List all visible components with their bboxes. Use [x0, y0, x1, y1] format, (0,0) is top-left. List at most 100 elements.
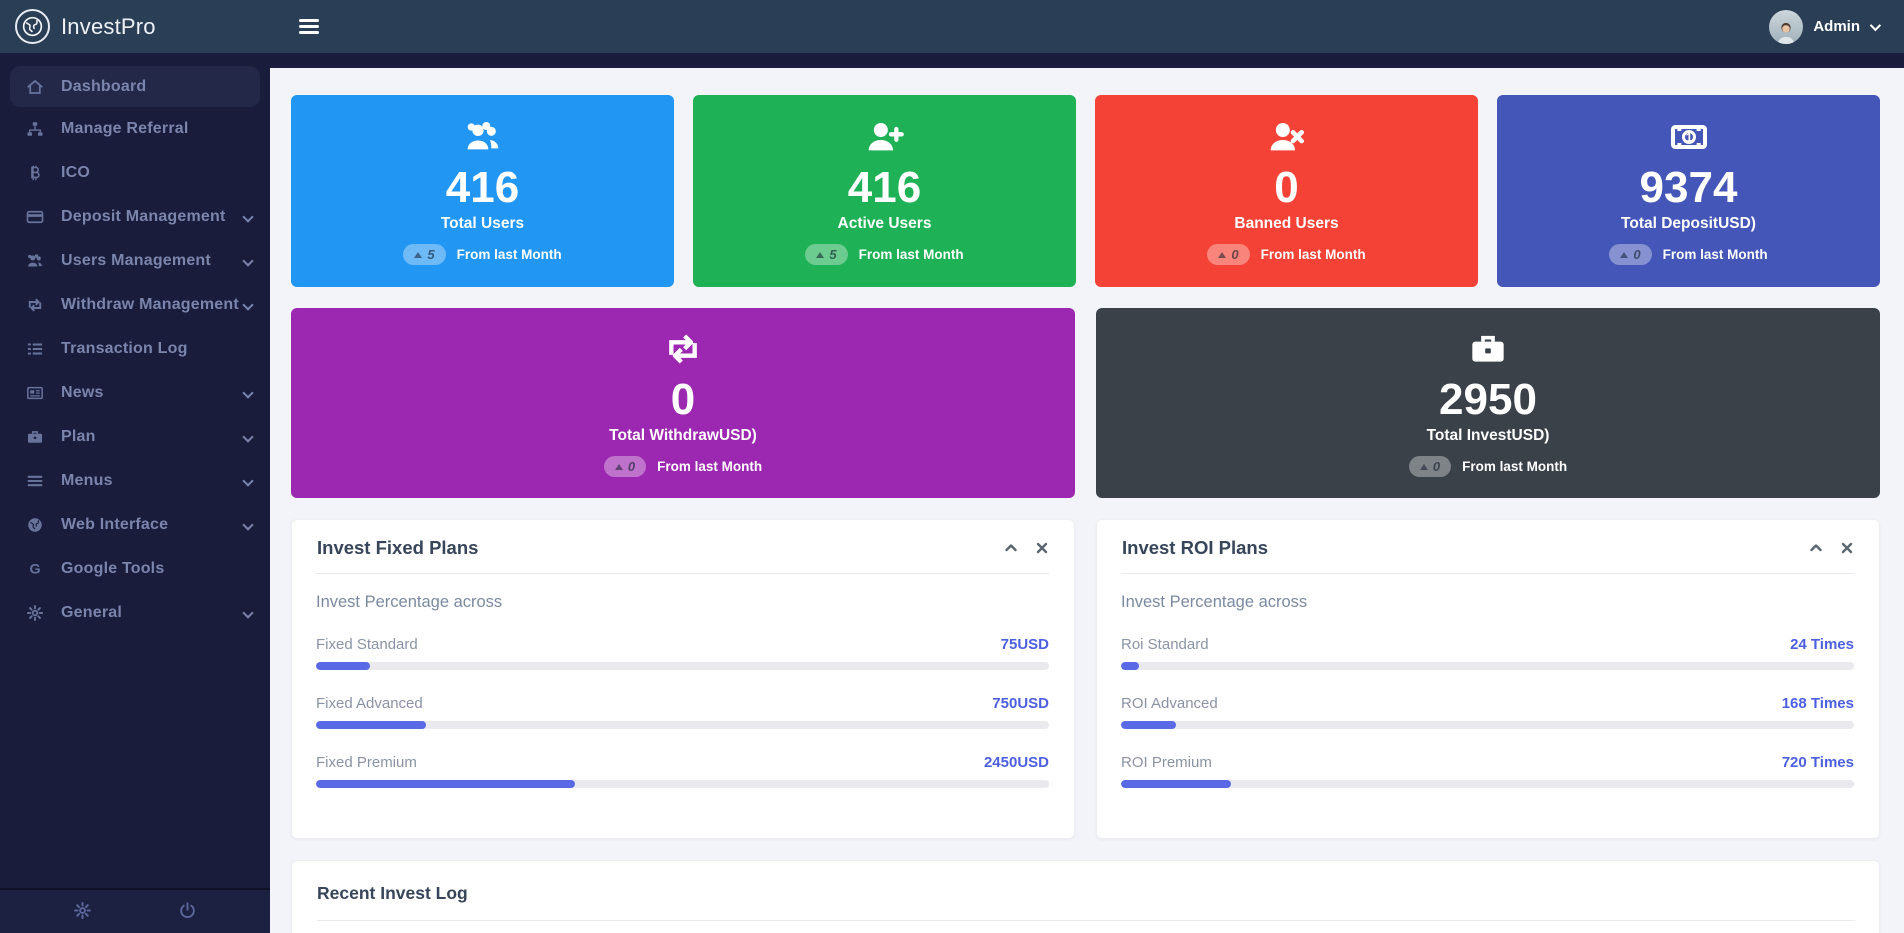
recent-invest-log-title: Recent Invest Log [317, 883, 468, 903]
chevron-down-icon [242, 387, 254, 399]
power-logout-icon[interactable] [178, 901, 197, 923]
caret-up-icon [1218, 251, 1227, 258]
briefcase-icon [24, 428, 46, 446]
change-value: 5 [427, 247, 435, 263]
stat-value: 0 [670, 374, 696, 424]
badge-caption: From last Month [858, 247, 964, 263]
users-icon [461, 117, 505, 162]
stat-label: Total DepositUSD) [1621, 215, 1756, 233]
change-badge-row: 5 From last Month [403, 244, 562, 266]
progress-track [316, 721, 1049, 729]
caret-up-icon [1620, 251, 1629, 258]
change-badge-row: 5 From last Month [805, 244, 964, 266]
stats-row-wide: 0 Total WithdrawUSD) 0 From last Month 2950 T… [291, 308, 1880, 498]
sidebar-item-users-management[interactable]: Users Management [0, 239, 270, 283]
change-value: 0 [1432, 459, 1441, 475]
plan-progress-row-roi-advanced: ROI Advanced 168 Times [1121, 695, 1854, 729]
plan-progress-row-roi-standard: Roi Standard 24 Times [1121, 636, 1854, 670]
plan-value: 2450USD [983, 754, 1049, 771]
plan-label: Fixed Advanced [316, 695, 423, 712]
close-icon[interactable] [1840, 541, 1854, 555]
divider [317, 920, 1854, 921]
change-value: 0 [627, 459, 636, 475]
progress-track [316, 662, 1049, 670]
plan-value: 720 Times [1781, 754, 1854, 771]
progress-track [1121, 780, 1854, 788]
user-times-icon [1265, 117, 1309, 162]
progress-fill [316, 780, 576, 788]
sidebar-item-withdraw-management[interactable]: Withdraw Management [0, 283, 270, 327]
sidebar-item-label: ICO [61, 164, 91, 181]
sidebar-item-label: Google Tools [61, 560, 165, 577]
plan-label: ROI Advanced [1121, 695, 1218, 712]
badge-caption: From last Month [1260, 247, 1366, 263]
retweet-icon [661, 329, 705, 374]
stat-card-total-withdrawusd: 0 Total WithdrawUSD) 0 From last Month [291, 308, 1075, 498]
sidebar-item-news[interactable]: News [0, 371, 270, 415]
sidebar-item-plan[interactable]: Plan [0, 415, 270, 459]
avatar [1769, 9, 1804, 44]
sidebar-item-dashboard[interactable]: Dashboard [10, 66, 260, 107]
globe-icon [24, 516, 46, 534]
chevron-down-icon [242, 607, 254, 619]
sidebar-item-menus[interactable]: Menus [0, 459, 270, 503]
change-badge: 5 [403, 244, 446, 266]
progress-track [316, 780, 1049, 788]
plan-label: Fixed Premium [316, 754, 417, 771]
chevron-down-icon [242, 255, 254, 267]
sidebar-item-label: Menus [61, 472, 113, 489]
progress-fill [1121, 780, 1231, 788]
change-badge-row: 0 From last Month [1609, 244, 1768, 266]
svg-text:G: G [29, 562, 40, 578]
user-plus-icon [863, 117, 907, 162]
money-bill-icon: 1 [1667, 117, 1711, 162]
stat-card-active-users: 416 Active Users 5 From last Month [693, 95, 1076, 287]
caret-up-icon [1419, 463, 1428, 470]
badge-caption: From last Month [1462, 459, 1568, 475]
settings-gear-icon[interactable] [73, 901, 92, 923]
change-badge: 0 [603, 456, 647, 478]
menu-toggle-icon[interactable] [293, 10, 325, 43]
change-badge-row: 0 From last Month [603, 456, 762, 478]
collapse-chevron-up-icon[interactable] [1004, 541, 1018, 555]
panel-subtitle: Invest Percentage across [316, 593, 503, 611]
sidebar-item-transaction-log[interactable]: Transaction Log [0, 327, 270, 371]
admin-dropdown[interactable]: Admin [1769, 9, 1904, 44]
stat-label: Total Users [440, 215, 525, 233]
progress-fill [316, 662, 371, 670]
top-navbar: InvestPro Admin [0, 0, 1904, 53]
retweet-icon [24, 296, 46, 314]
sidebar-item-google-tools[interactable]: G Google Tools [0, 547, 270, 591]
stats-row-top: 416 Total Users 5 From last Month 416 Active … [291, 95, 1880, 287]
sidebar-item-deposit-management[interactable]: Deposit Management [0, 195, 270, 239]
list-icon [24, 340, 46, 358]
users-icon [24, 252, 46, 270]
stat-card-total-users: 416 Total Users 5 From last Month [291, 95, 674, 287]
recent-invest-log-panel: Recent Invest Log [291, 860, 1880, 933]
plan-progress-row-fixed-advanced: Fixed Advanced 750USD [316, 695, 1049, 729]
sidebar-item-manage-referral[interactable]: Manage Referral [0, 107, 270, 151]
sidebar-item-general[interactable]: General [0, 591, 270, 635]
chevron-down-icon [242, 211, 254, 223]
sidebar: Dashboard Manage Referral ICO Deposit Manag… [0, 53, 270, 933]
credit-card-icon [24, 208, 46, 226]
chevron-down-icon [242, 519, 254, 531]
collapse-chevron-up-icon[interactable] [1809, 541, 1823, 555]
briefcase-icon [1466, 329, 1510, 374]
stat-label: Active Users [837, 215, 932, 233]
sidebar-item-label: Deposit Management [61, 208, 226, 225]
sidebar-item-web-interface[interactable]: Web Interface [0, 503, 270, 547]
stat-value: 2950 [1439, 374, 1537, 424]
plan-value: 75USD [1000, 636, 1049, 653]
caret-up-icon [816, 251, 825, 258]
badge-caption: From last Month [1662, 247, 1768, 263]
plan-label: ROI Premium [1121, 754, 1212, 771]
sidebar-item-label: Web Interface [61, 516, 169, 533]
close-icon[interactable] [1035, 541, 1049, 555]
stat-value: 9374 [1639, 162, 1738, 212]
globe-logo-icon [15, 9, 50, 44]
sidebar-item-ico[interactable]: ICO [0, 151, 270, 195]
brand[interactable]: InvestPro [0, 9, 270, 44]
plan-value: 750USD [992, 695, 1049, 712]
admin-label: Admin [1813, 18, 1860, 35]
